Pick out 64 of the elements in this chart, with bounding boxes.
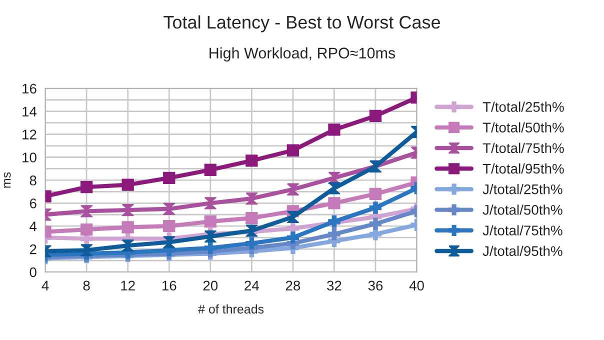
point	[204, 197, 216, 210]
point	[163, 236, 176, 248]
point	[246, 237, 258, 250]
y-tick-label: 4	[30, 222, 37, 232]
point	[80, 205, 93, 218]
point	[286, 183, 300, 196]
point	[246, 212, 258, 224]
x-tick-label: 12	[121, 280, 135, 290]
point	[163, 202, 176, 215]
point	[286, 144, 300, 156]
x-tick-label: 40	[409, 280, 424, 291]
y-axis-title: ms	[4, 172, 11, 188]
point	[163, 172, 176, 184]
y-tick-label: 16	[22, 84, 36, 94]
point	[369, 188, 382, 200]
x-axis-title: # of threads	[198, 304, 264, 314]
y-tick-label: 12	[22, 130, 36, 140]
x-tick-label: 16	[162, 280, 176, 291]
x-tick-label: 32	[327, 280, 342, 291]
x-tick-label: 24	[244, 280, 259, 290]
point	[122, 178, 134, 191]
legend-label: J/total/25th%	[482, 184, 562, 194]
point	[328, 197, 340, 210]
x-tick-label: 8	[83, 280, 90, 291]
legend-label: T/total/25th%	[482, 102, 564, 112]
y-tick-label: 0	[30, 267, 36, 278]
point	[286, 232, 300, 244]
point	[163, 220, 176, 232]
point	[204, 164, 216, 176]
point	[80, 181, 93, 194]
legend-label: T/total/50th%	[482, 122, 564, 132]
y-tick-label: 8	[30, 176, 36, 186]
y-tick-label: 6	[30, 198, 36, 208]
point	[204, 230, 216, 243]
point	[369, 202, 382, 214]
chart-subtitle: High Workload, RPO≈10ms	[210, 47, 396, 62]
x-tick-label: 36	[368, 280, 383, 291]
y-tick-label: 14	[22, 106, 37, 116]
point	[122, 204, 134, 216]
legend-label: J/total/75th%	[482, 225, 562, 236]
point	[204, 215, 216, 228]
point	[286, 210, 300, 223]
point	[122, 240, 134, 252]
point	[328, 182, 340, 194]
x-tick-label: 20	[203, 280, 218, 291]
point	[369, 218, 382, 230]
y-tick-label: 2	[30, 244, 36, 254]
point	[246, 192, 258, 205]
y-tick-label: 10	[22, 152, 36, 162]
legend-label: J/total/50th%	[482, 204, 562, 215]
point	[204, 242, 216, 254]
legend-label: J/total/95th%	[482, 246, 562, 256]
x-tick-label: 28	[286, 280, 300, 291]
point	[328, 124, 340, 136]
point	[246, 154, 258, 167]
legend-label: T/total/75th%	[482, 142, 564, 154]
point	[328, 228, 340, 240]
point	[122, 221, 134, 234]
point	[80, 223, 93, 236]
chart-title: Total Latency - Best to Worst Case	[164, 15, 440, 32]
point	[369, 110, 382, 122]
point	[80, 244, 93, 256]
x-tick-label: 4	[42, 280, 49, 290]
legend-label: T/total/95th%	[482, 163, 564, 174]
